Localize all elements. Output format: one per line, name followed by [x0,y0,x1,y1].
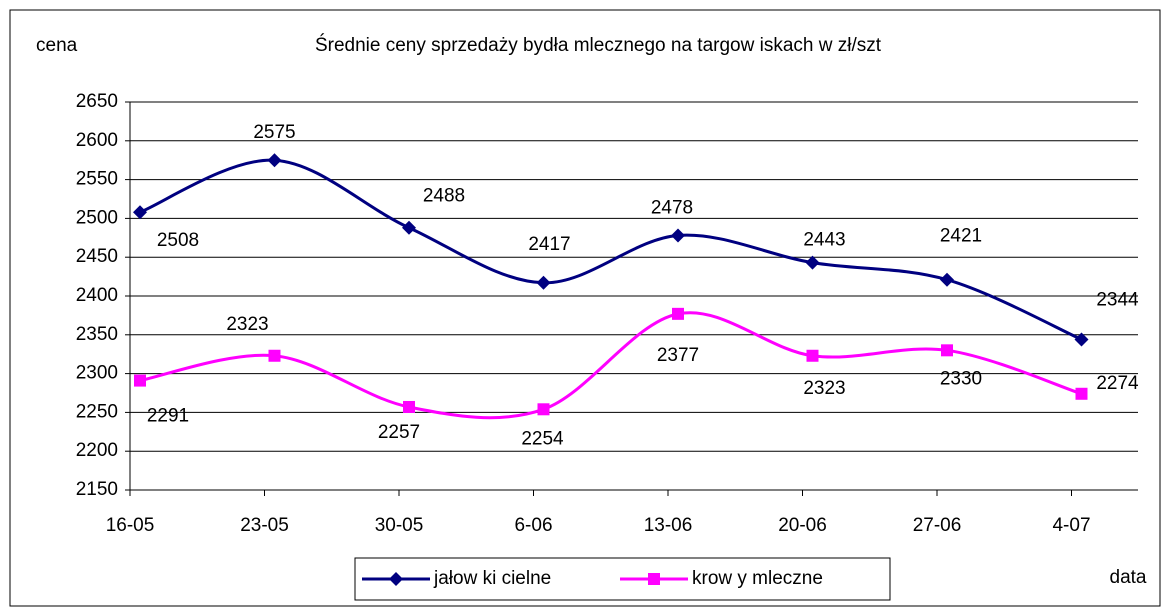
x-tick-label: 27-06 [913,515,962,536]
y-tick-label: 2150 [76,479,118,500]
x-tick-label: 6-06 [514,515,552,536]
marker [941,344,953,357]
y-tick-label: 2300 [76,363,118,384]
data-label: 2443 [803,230,845,251]
marker [648,573,660,585]
marker [268,349,281,362]
series-line [139,158,1083,341]
data-label: 2417 [528,234,570,255]
marker [536,275,551,290]
data-label: 2330 [940,368,982,389]
marker [940,272,954,287]
data-label: 2274 [1096,373,1139,394]
data-label: 2488 [423,186,465,207]
data-label: 2323 [226,314,268,335]
x-axis-label: data [1110,567,1147,588]
chart-title: Średnie ceny sprzedaży bydła mlecznego n… [315,34,882,56]
x-tick-label: 4-07 [1052,515,1090,536]
y-tick-label: 2600 [76,130,118,151]
y-tick-label: 2450 [76,246,118,267]
marker [402,220,416,235]
marker [1074,332,1089,347]
data-label: 2257 [378,422,420,443]
x-tick-label: 20-06 [778,515,827,536]
series-line [139,311,1082,420]
data-label: 2344 [1096,289,1139,310]
x-tick-label: 13-06 [644,515,693,536]
y-axis-label: cena [36,35,78,56]
data-label: 2291 [147,406,189,427]
marker [267,153,282,168]
data-label: 2254 [521,428,564,449]
data-label: 2575 [253,122,295,143]
marker [672,307,684,320]
marker [133,205,147,220]
data-label: 2377 [657,345,699,366]
y-tick-label: 2650 [76,91,118,112]
marker [134,374,146,387]
marker [671,228,685,243]
x-tick-label: 30-05 [375,515,424,536]
data-label: 2323 [803,378,845,399]
chart-frame [9,9,1161,607]
y-tick-label: 2400 [76,285,118,306]
marker [1075,387,1088,400]
marker [805,255,820,270]
legend-label: jałow ki cielne [433,568,551,589]
y-tick-label: 2250 [76,401,118,422]
data-label: 2421 [940,226,982,247]
x-tick-label: 23-05 [240,515,289,536]
x-tick-label: 16-05 [106,515,155,536]
y-tick-label: 2350 [76,324,118,345]
marker [403,400,415,413]
marker [537,403,550,416]
legend-label: krow y mleczne [692,568,823,589]
marker [389,572,403,586]
data-label: 2478 [651,197,693,218]
marker [806,349,819,362]
data-label: 2508 [157,230,199,251]
y-tick-label: 2200 [76,440,118,461]
y-tick-label: 2550 [76,169,118,190]
y-tick-label: 2500 [76,207,118,228]
